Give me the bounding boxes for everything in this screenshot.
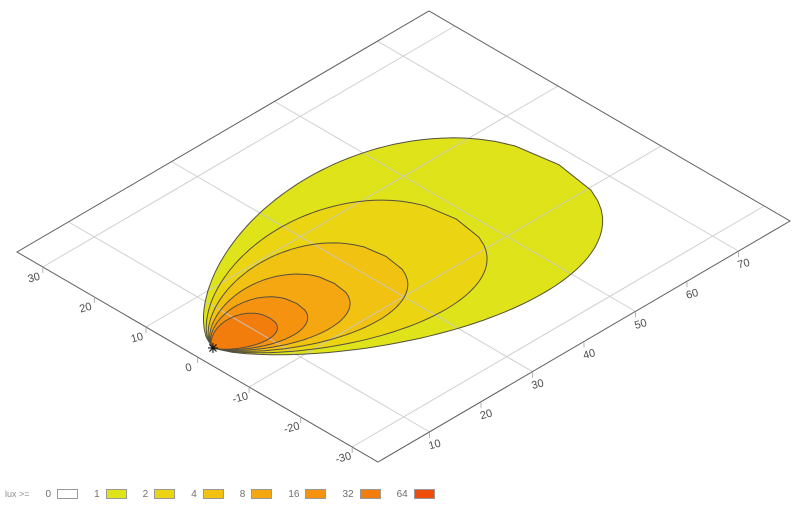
legend-entry-64: 64 — [397, 489, 435, 500]
legend-entry-0: 0 — [46, 489, 79, 500]
x-tick-label-20: 20 — [479, 408, 494, 423]
y-tick-label-30: 30 — [27, 271, 42, 286]
legend-entry-value: 2 — [142, 488, 149, 500]
legend-color-swatch — [251, 489, 273, 499]
legend-color-swatch — [57, 489, 79, 499]
y-tick-label--20: -20 — [283, 420, 301, 436]
grid-line-y-30 — [42, 25, 456, 268]
legend-color-swatch — [413, 489, 435, 499]
legend-entry-2: 2 — [143, 489, 176, 500]
legend-color-swatch — [359, 489, 381, 499]
legend-entry-value: 64 — [396, 488, 408, 500]
x-tick-label-30: 30 — [530, 377, 545, 392]
x-tick-label-10: 10 — [427, 438, 442, 453]
legend-entry-value: 8 — [239, 488, 246, 500]
legend-color-swatch — [305, 489, 327, 499]
contour-outlines — [203, 137, 604, 356]
y-tick-label--10: -10 — [231, 390, 249, 406]
grid-line-x-50 — [274, 100, 636, 312]
legend-entry-8: 8 — [240, 489, 273, 500]
legend: lux >= 0 1 2 4 8 16 32 64 — [5, 486, 435, 502]
legend-entry-value: 4 — [191, 488, 197, 500]
legend-entry-16: 16 — [288, 488, 327, 500]
legend-entry-value: 32 — [342, 488, 354, 500]
contour-line-4 — [207, 242, 409, 352]
x-tick-label-60: 60 — [685, 287, 700, 302]
contour-line-2 — [205, 199, 488, 354]
grid-line-x-30 — [171, 161, 533, 373]
legend-entry-value: 16 — [288, 488, 300, 500]
contour-line-16 — [210, 296, 309, 351]
y-tick-label-0: 0 — [184, 362, 193, 375]
x-tick-label-50: 50 — [633, 317, 648, 332]
contour-band-32 — [211, 313, 278, 350]
legend-entry-value: 0 — [45, 488, 52, 500]
contour-line-8 — [209, 273, 351, 351]
contour-line-1 — [203, 137, 604, 356]
legend-color-swatch — [154, 489, 176, 499]
grid-line-y--30 — [351, 205, 765, 448]
y-tick-label-20: 20 — [78, 301, 93, 316]
legend-color-swatch — [202, 489, 224, 499]
grid-line-x-10 — [68, 221, 430, 433]
legend-entry-32: 32 — [342, 488, 381, 500]
contour-line-32 — [210, 312, 278, 350]
grid-line-y--10 — [248, 145, 662, 388]
plot-border — [16, 10, 791, 463]
legend-title: lux >= — [5, 489, 30, 499]
axis-ticks-and-labels: 10 20 30 40 50 60 70 30 20 10 0 -10 -20 -30 — [27, 252, 751, 466]
legend-entry-4: 4 — [191, 489, 224, 500]
y-tick-label--30: -30 — [334, 450, 352, 466]
legend-color-swatch — [105, 489, 127, 499]
grid-line-x-70 — [377, 40, 739, 252]
x-tick-label-40: 40 — [582, 347, 597, 362]
source-asterisk-marker — [207, 342, 218, 353]
x-tick-label-70: 70 — [736, 257, 751, 272]
legend-entry-value: 1 — [94, 488, 100, 500]
grid-lines — [42, 25, 765, 448]
y-tick-label-10: 10 — [130, 331, 145, 346]
legend-entry-1: 1 — [94, 489, 127, 500]
contour-bands — [203, 137, 603, 355]
grid-line-y-10 — [145, 85, 559, 328]
asterisk-ray-3 — [209, 344, 217, 352]
